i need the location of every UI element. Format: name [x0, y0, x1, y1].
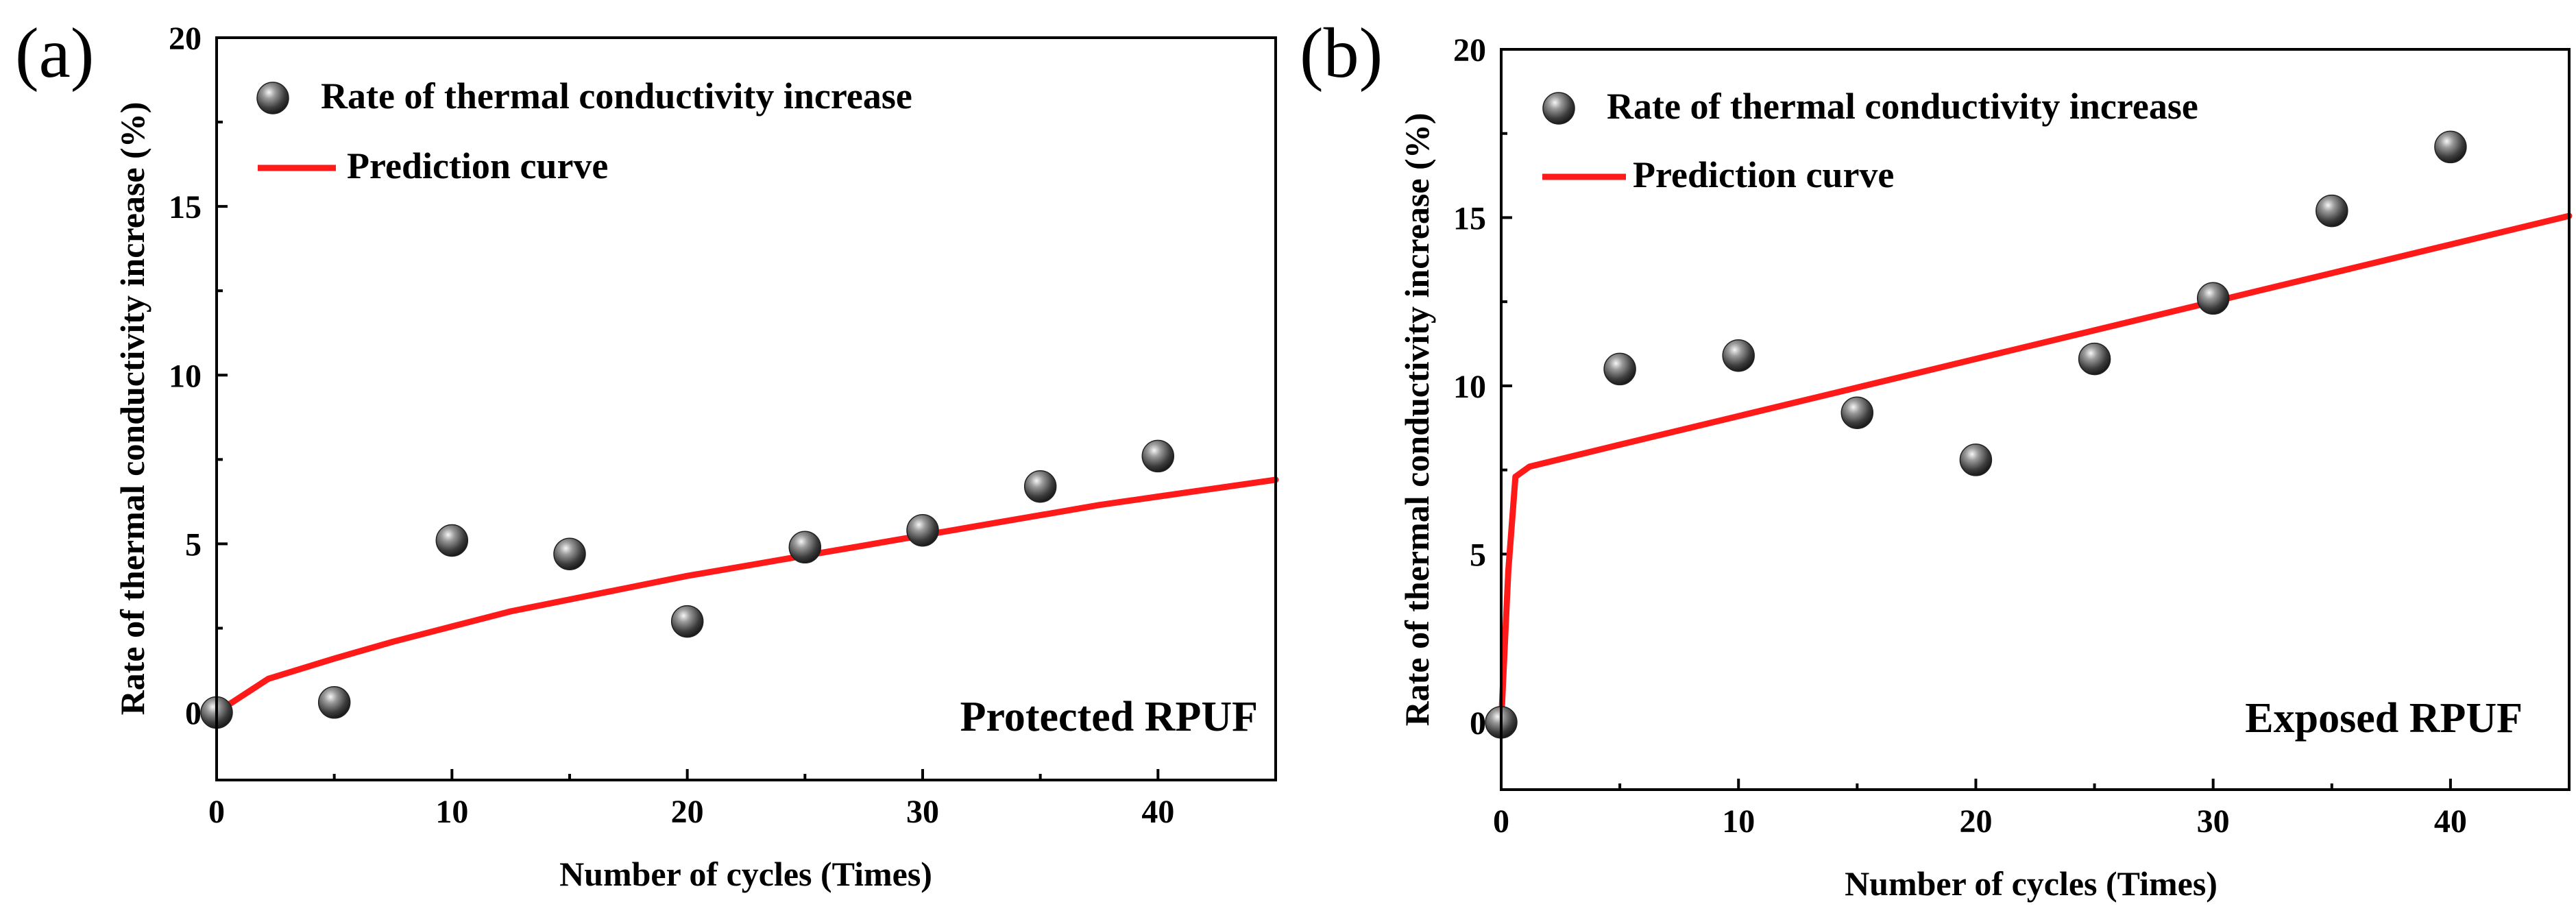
data-point	[435, 524, 469, 557]
x-tick-label: 30	[2197, 803, 2230, 840]
annotation-label: Exposed RPUF	[2245, 695, 2523, 742]
panel-b: (b) 0 10 20 30 40 0 5 10 15 20 Rate of thermal co…	[1300, 14, 2573, 903]
data-point	[317, 686, 351, 719]
legend-label-line: Prediction curve	[1633, 154, 1894, 195]
y-tick-label: 20	[169, 21, 202, 57]
x-tick-label: 40	[1141, 794, 1174, 830]
data-point	[1141, 439, 1175, 473]
x-tick-label: 20	[1959, 803, 1992, 840]
y-tick-label: 0	[1470, 705, 1486, 742]
legend-scatter-marker	[1542, 92, 1575, 125]
legend-scatter-marker	[256, 82, 289, 114]
y-tick-label: 10	[169, 358, 202, 394]
data-point	[1603, 352, 1636, 386]
prediction-curve	[213, 476, 1279, 716]
y-axis-title: Rate of thermal conductivity increase (%…	[113, 102, 151, 716]
panel-label: (b)	[1300, 14, 1383, 93]
y-tick-label: 0	[185, 696, 202, 732]
plot-frame	[215, 36, 1277, 781]
data-point	[1959, 443, 1993, 476]
y-tick-label: 5	[185, 526, 202, 563]
x-tick-label: 0	[1493, 803, 1509, 840]
panel-a: (a) 0 10 20 30 40 0 5 10 15 20 Rate of thermal co…	[15, 14, 1279, 893]
y-tick-label: 20	[1453, 32, 1486, 69]
y-tick-label: 15	[1453, 200, 1486, 236]
x-tick-label: 10	[435, 794, 468, 830]
data-point	[670, 605, 704, 638]
x-tick-label: 10	[1722, 803, 1755, 840]
x-axis-title: Number of cycles (Times)	[559, 855, 932, 893]
legend: Rate of thermal conductivity increase Pr…	[256, 75, 912, 186]
data-point	[1023, 470, 1057, 503]
legend-label-line: Prediction curve	[347, 145, 608, 186]
marks-layer: 0 10 20 30 40 0 5 10 15 20	[1453, 32, 2573, 840]
x-tick-label: 20	[671, 794, 704, 830]
panel-label: (a)	[15, 14, 94, 93]
legend-label-scatter: Rate of thermal conductivity increase	[1607, 86, 2198, 127]
y-tick-label: 5	[1470, 537, 1486, 573]
data-point	[1722, 339, 1755, 372]
data-point	[2434, 130, 2467, 164]
data-point	[906, 513, 939, 547]
data-point	[1840, 396, 1874, 429]
data-point	[788, 531, 822, 564]
legend: Rate of thermal conductivity increase Pr…	[1542, 86, 2198, 195]
x-tick-label: 0	[208, 794, 225, 830]
legend-label-scatter: Rate of thermal conductivity increase	[321, 75, 912, 117]
y-axis-title: Rate of thermal conductivity increase (%…	[1398, 113, 1436, 727]
marks-layer: 0 10 20 30 40 0 5 10 15 20	[169, 21, 1279, 830]
data-point	[553, 537, 586, 570]
prediction-curve	[1498, 212, 2573, 726]
data-point	[2316, 194, 2348, 228]
x-tick-label: 30	[906, 794, 939, 830]
plot-frame	[1500, 48, 2571, 791]
annotation-label: Protected RPUF	[960, 694, 1258, 740]
x-axis-title: Number of cycles (Times)	[1845, 864, 2217, 903]
x-tick-label: 40	[2434, 803, 2467, 840]
y-tick-label: 10	[1453, 369, 1486, 405]
data-point	[2196, 282, 2230, 315]
data-point	[2078, 342, 2111, 376]
y-tick-label: 15	[169, 189, 202, 226]
